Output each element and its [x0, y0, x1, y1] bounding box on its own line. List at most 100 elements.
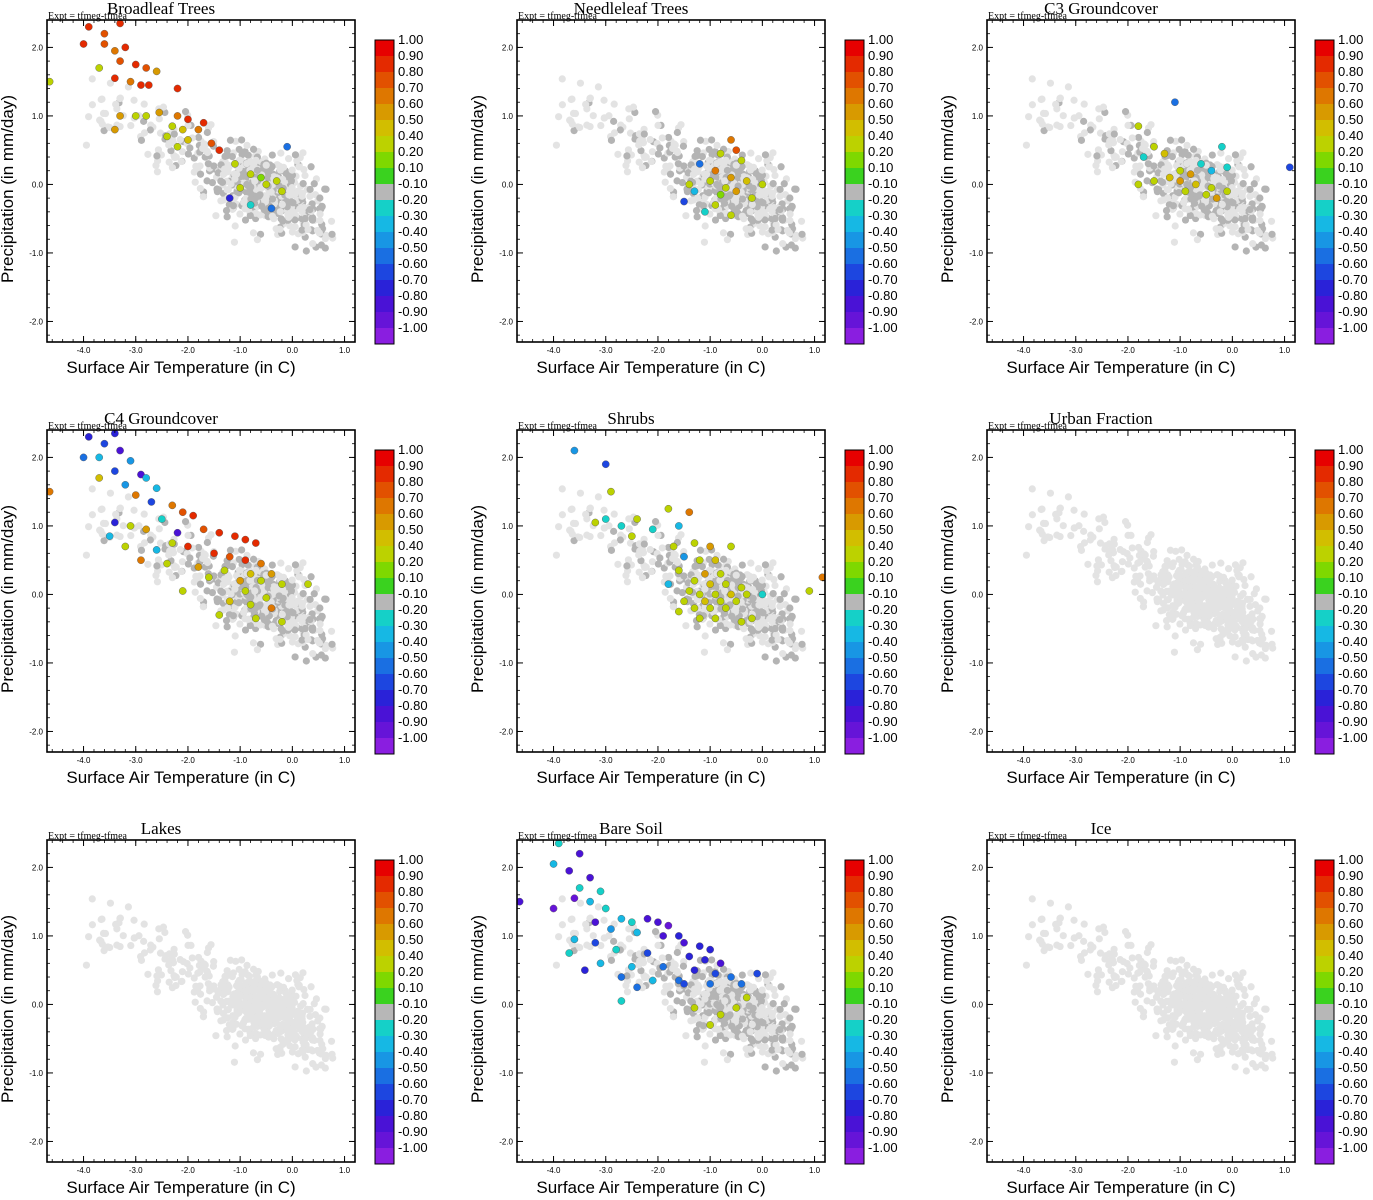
colorbar-label: -0.30	[868, 208, 898, 223]
colorbar-label: 0.60	[1338, 96, 1363, 111]
background-point	[222, 206, 231, 215]
highlighted-point	[748, 614, 756, 623]
background-point	[697, 180, 705, 188]
background-point	[328, 640, 336, 648]
colorbar-frame	[374, 449, 395, 755]
colorbar-segment	[1315, 738, 1334, 754]
background-point	[779, 650, 787, 658]
background-point	[226, 546, 235, 554]
background-point	[1172, 572, 1181, 580]
background-point	[1224, 155, 1233, 163]
colorbar-label: 0.10	[1338, 570, 1363, 585]
highlighted-point	[215, 146, 224, 154]
background-point	[1028, 511, 1036, 519]
highlighted-point	[241, 587, 250, 595]
background-point	[1169, 612, 1177, 620]
highlighted-point	[111, 74, 119, 83]
colorbar-segment	[845, 104, 864, 120]
background-point	[298, 226, 306, 234]
background-point	[1046, 123, 1054, 132]
background-point	[253, 646, 262, 654]
background-point	[1116, 546, 1124, 554]
background-point	[1070, 96, 1078, 104]
background-point	[1196, 191, 1204, 199]
background-point	[155, 525, 163, 533]
colorbar-label: -0.40	[868, 634, 898, 649]
background-point	[610, 129, 619, 137]
background-point	[1152, 622, 1160, 630]
background-point	[1215, 572, 1224, 580]
background-point	[1240, 576, 1248, 584]
colorbar-segment	[1315, 56, 1334, 72]
colorbar-label: -0.10	[1338, 586, 1368, 601]
colorbar-segment	[845, 466, 864, 482]
background-point	[1182, 583, 1190, 592]
background-point	[771, 214, 779, 223]
background-point	[682, 212, 690, 220]
background-point	[165, 551, 173, 559]
background-point	[600, 96, 608, 104]
background-point	[288, 638, 297, 646]
x-tick-label: 1.0	[1279, 346, 1291, 355]
highlighted-point	[47, 487, 54, 496]
colorbar-label: -0.20	[868, 192, 898, 207]
background-point	[256, 230, 265, 238]
background-point	[763, 567, 771, 575]
background-point	[576, 489, 585, 497]
background-point	[745, 572, 754, 580]
y-tick-label: -2.0	[29, 317, 43, 326]
colorbar-segment	[375, 152, 394, 168]
colorbar-segment	[375, 498, 394, 514]
background-point	[208, 179, 216, 187]
highlighted-point	[711, 590, 720, 599]
background-point	[757, 608, 766, 616]
background-point	[1183, 551, 1191, 560]
background-point	[310, 180, 318, 188]
highlighted-point	[116, 57, 124, 65]
colorbar-segment	[845, 216, 864, 232]
colorbar-label: -0.80	[868, 288, 898, 303]
highlighted-point	[711, 166, 720, 175]
background-point	[1184, 615, 1193, 623]
colorbar-label: -0.70	[398, 682, 428, 697]
background-point	[1140, 550, 1148, 558]
background-point	[82, 141, 91, 149]
y-tick-label: 2.0	[32, 453, 44, 462]
background-point	[279, 175, 287, 184]
highlighted-point	[184, 136, 192, 144]
highlighted-point	[283, 142, 291, 151]
background-point	[1105, 141, 1113, 149]
background-point	[1247, 573, 1255, 581]
background-point	[264, 583, 272, 592]
background-point	[1256, 216, 1264, 225]
highlighted-point	[680, 197, 688, 206]
colorbar-segment	[1315, 674, 1334, 690]
background-point	[1207, 598, 1215, 606]
background-point	[249, 229, 258, 237]
colorbar-segment	[375, 626, 394, 642]
colorbar-segment	[845, 450, 864, 466]
highlighted-point	[727, 173, 735, 182]
background-point	[774, 635, 782, 644]
background-point	[1046, 489, 1055, 497]
highlighted-point	[737, 156, 746, 165]
y-tick-label: -1.0	[499, 659, 513, 668]
background-point	[1242, 657, 1250, 665]
x-axis-label: Surface Air Temperature (in C)	[536, 358, 765, 377]
colorbar-segment	[845, 626, 864, 642]
colorbar-segment	[1315, 296, 1334, 312]
background-point	[1256, 620, 1264, 628]
background-point	[719, 229, 728, 237]
background-point	[738, 605, 747, 613]
background-point	[705, 189, 713, 197]
background-point	[1238, 599, 1247, 607]
background-point	[654, 560, 662, 568]
background-point	[178, 558, 187, 566]
background-point	[756, 622, 764, 630]
background-point	[277, 149, 285, 157]
highlighted-point	[246, 170, 255, 178]
background-point	[701, 222, 709, 230]
colorbar-label: 0.50	[1338, 522, 1363, 537]
background-point	[1041, 109, 1050, 118]
plot-frame	[516, 19, 826, 343]
